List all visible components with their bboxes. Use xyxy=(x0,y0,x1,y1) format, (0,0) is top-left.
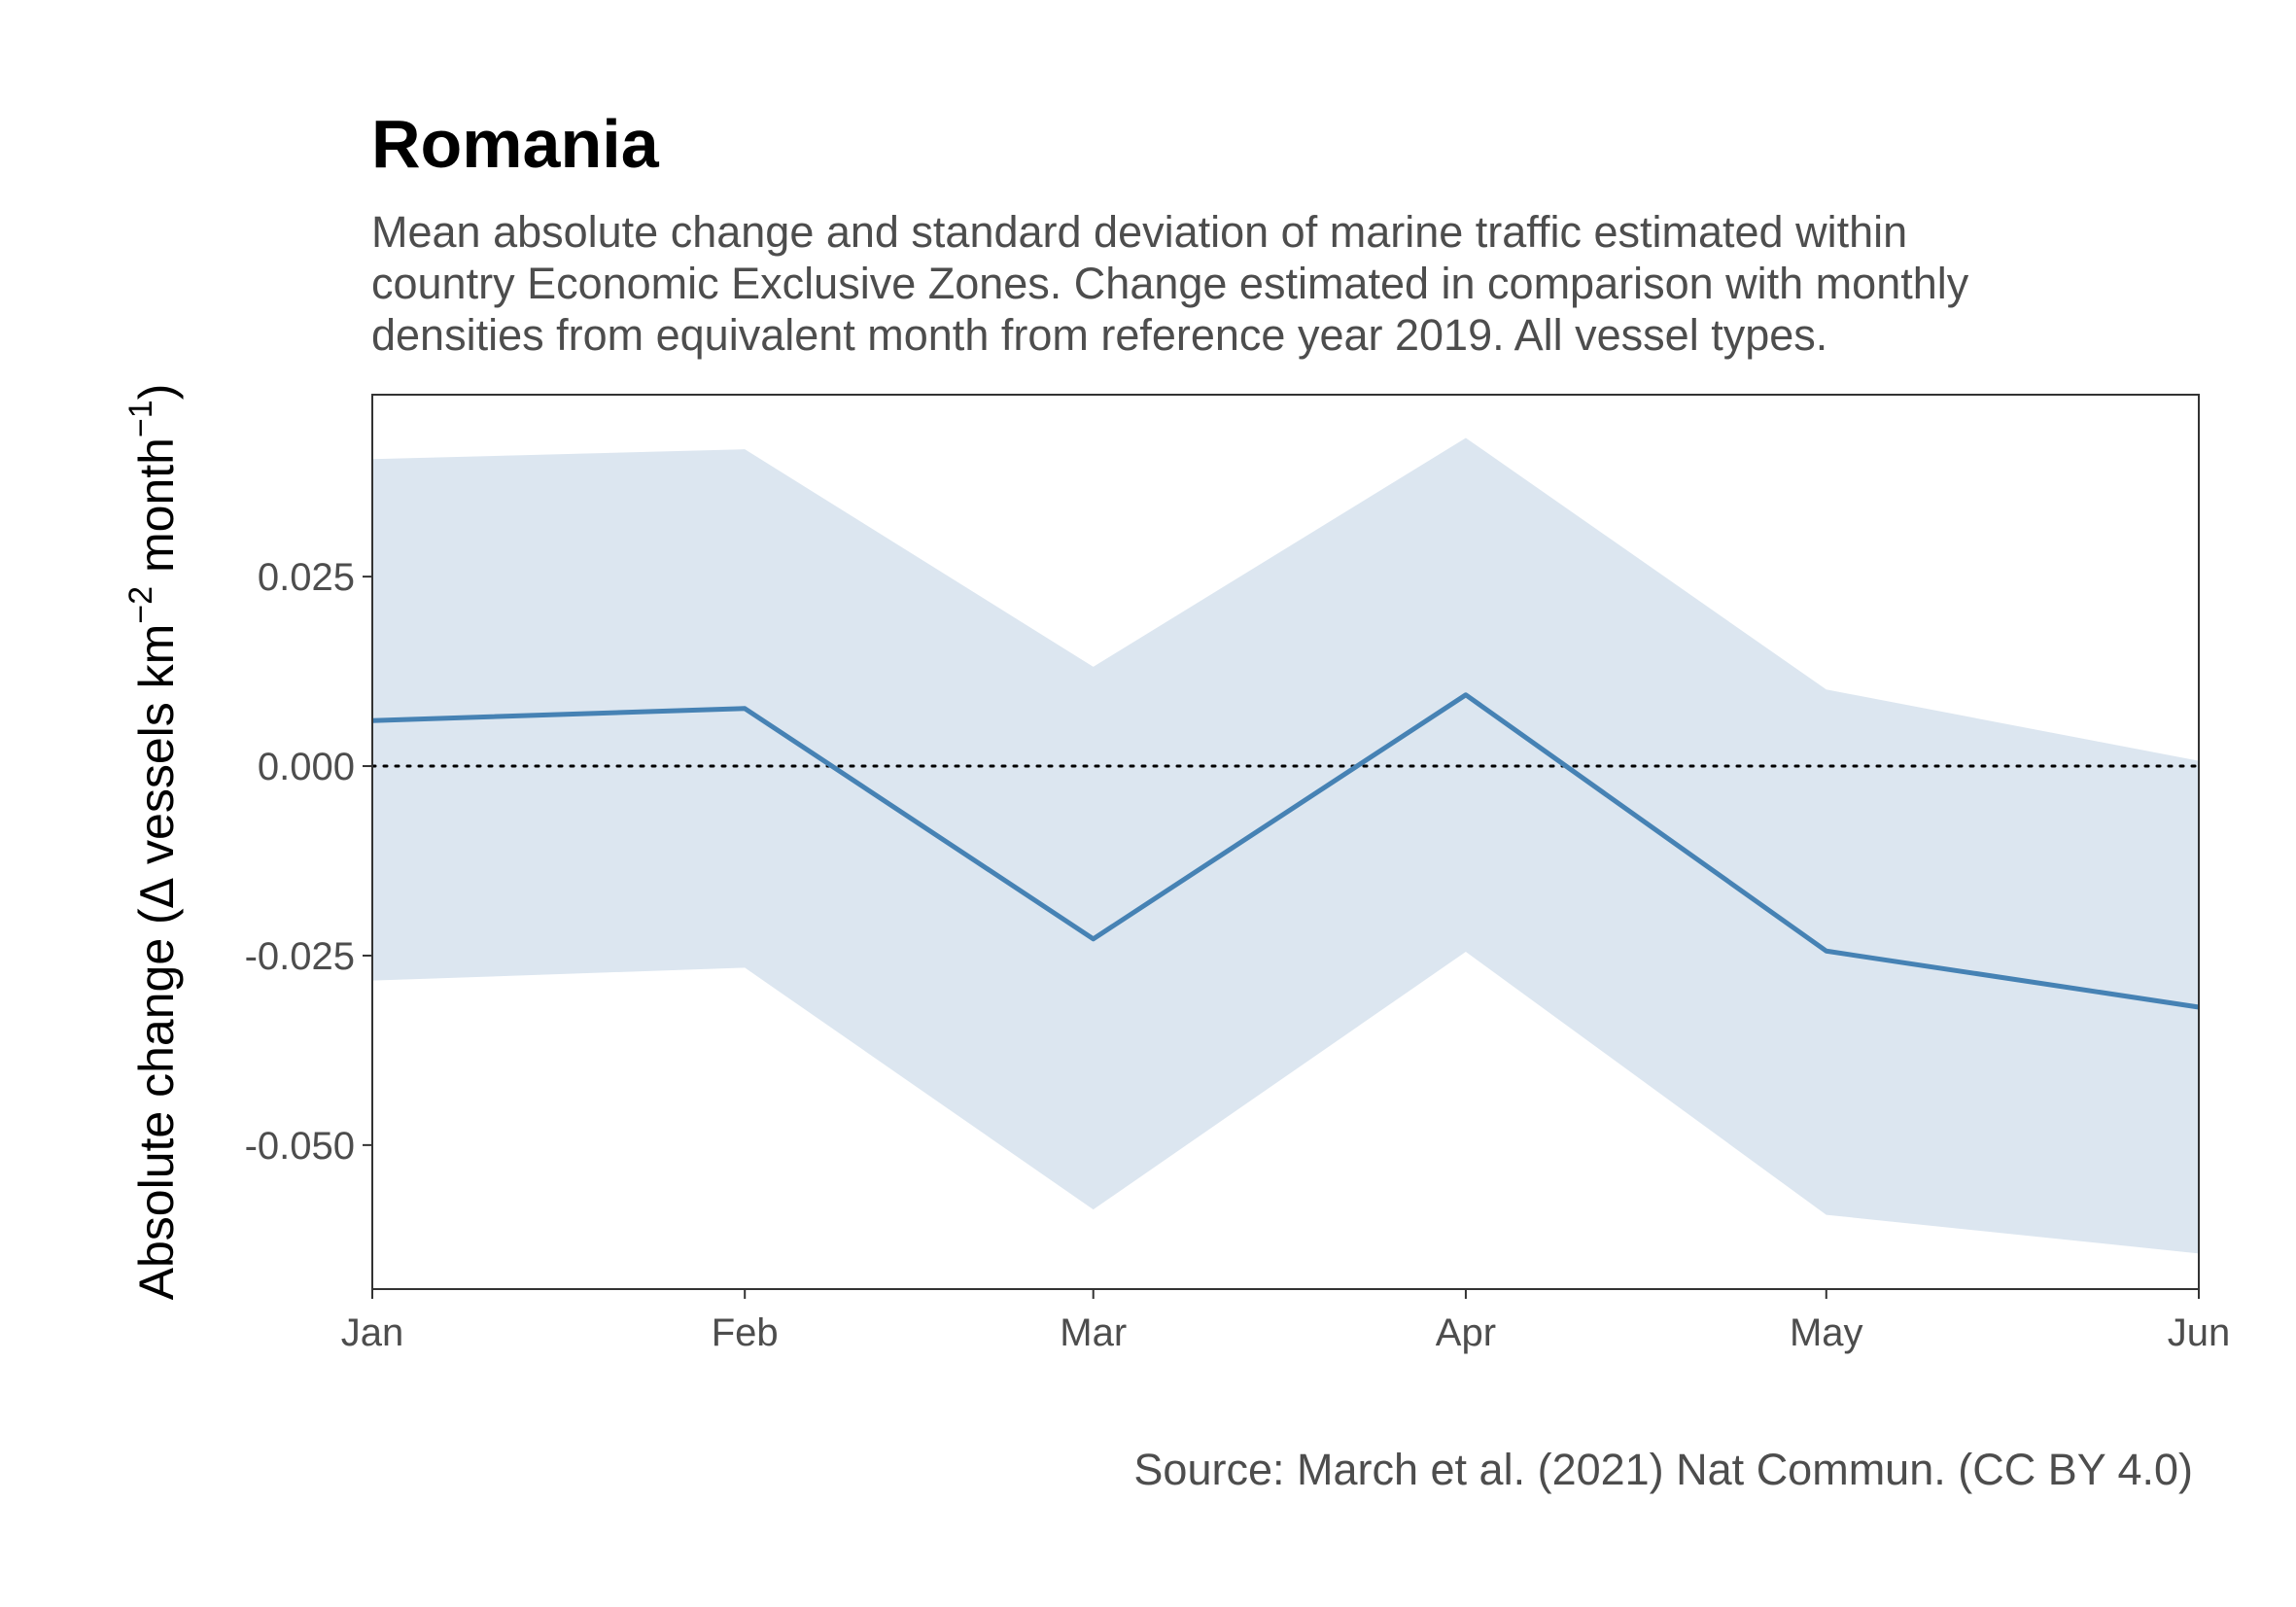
chart-caption: Source: March et al. (2021) Nat Commun. … xyxy=(1133,1445,2193,1494)
y-axis: 0.025 0.000 -0.025 -0.050 xyxy=(245,556,372,1168)
x-tick-label: May xyxy=(1790,1311,1863,1354)
subtitle-line-3: densities from equivalent month from ref… xyxy=(371,310,1828,360)
y-axis-title-exponent-1: −2 xyxy=(122,586,159,624)
chart-title: Romania xyxy=(371,106,659,182)
y-axis-title-prefix: Absolute change ( xyxy=(129,908,184,1300)
x-tick-label: Mar xyxy=(1060,1311,1127,1354)
x-tick-label: Jan xyxy=(341,1311,404,1354)
panel-border xyxy=(371,394,2200,1290)
y-tick-label: -0.025 xyxy=(245,935,355,978)
sd-ribbon xyxy=(372,437,2199,1254)
plot-content xyxy=(370,437,2201,1254)
y-tick-label: -0.050 xyxy=(245,1125,355,1168)
subtitle-line-2: country Economic Exclusive Zones. Change… xyxy=(371,259,1969,308)
delta-symbol: Δ xyxy=(131,877,184,908)
y-tick-label: 0.025 xyxy=(258,556,355,599)
y-axis-title-unit: vessels km xyxy=(129,624,184,878)
x-tick-label: Jun xyxy=(2168,1311,2231,1354)
chart-subtitle: Mean absolute change and standard deviat… xyxy=(371,206,2218,361)
y-axis-title-suffix: ) xyxy=(129,384,184,401)
x-tick-label: Feb xyxy=(712,1311,779,1354)
y-axis-title-unit-2: month xyxy=(129,437,184,586)
y-tick-label: 0.000 xyxy=(258,746,355,788)
x-axis: Jan Feb Mar Apr May Jun xyxy=(341,1289,2231,1354)
subtitle-line-1: Mean absolute change and standard deviat… xyxy=(371,207,1908,257)
y-axis-title-exponent-2: −1 xyxy=(122,400,159,437)
x-tick-label: Apr xyxy=(1436,1311,1496,1354)
mean-line xyxy=(371,692,2200,1010)
y-axis-title: Absolute change (Δ vessels km−2 month−1) xyxy=(122,384,184,1301)
